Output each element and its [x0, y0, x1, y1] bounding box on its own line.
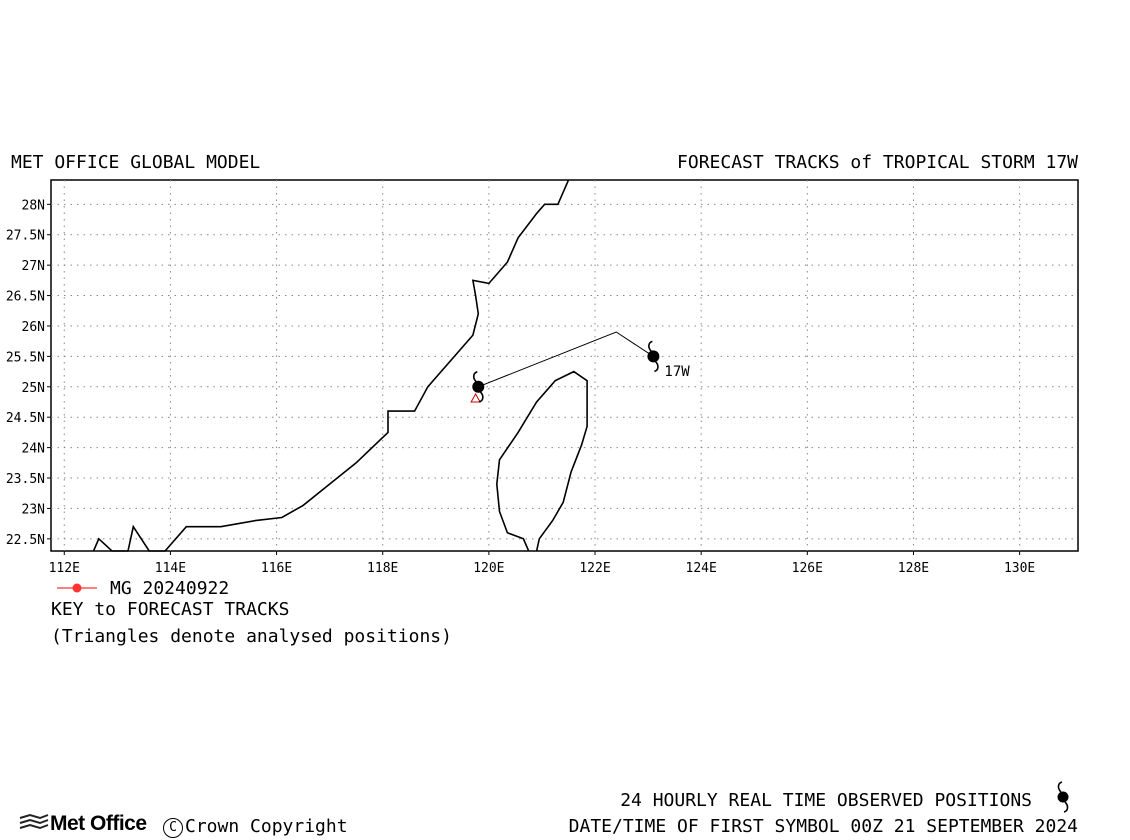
grid-lines [51, 180, 1078, 551]
x-tick-label: 126E [792, 561, 823, 576]
y-tick-label: 27N [22, 259, 45, 274]
copyright: C Crown Copyright [163, 817, 348, 838]
x-tick-label: 120E [473, 561, 504, 576]
y-tick-label: 24.5N [6, 411, 45, 426]
observed-positions-label: 24 HOURLY REAL TIME OBSERVED POSITIONS [620, 790, 1032, 811]
map-frame [50, 179, 1079, 552]
y-tick-label: 28N [22, 198, 45, 213]
met-office-logo: Met Office [18, 812, 147, 836]
y-tick-label: 25N [22, 381, 45, 396]
coastlines [92, 179, 588, 552]
y-tick-label: 26.5N [6, 290, 45, 305]
y-tick-label: 22.5N [6, 533, 45, 548]
y-tick-label: 23.5N [6, 472, 45, 487]
y-tick-label: 24N [22, 442, 45, 457]
model-title: MET OFFICE GLOBAL MODEL [11, 152, 261, 173]
x-tick-label: 130E [1004, 561, 1035, 576]
y-tick-label: 26N [22, 320, 45, 335]
copyright-icon: C [163, 818, 183, 838]
x-tick-label: 116E [261, 561, 292, 576]
mainland-coastline [92, 179, 570, 552]
storm-symbol-icon [472, 371, 485, 403]
chart-title: FORECAST TRACKS of TROPICAL STORM 17W [677, 152, 1078, 173]
analysed-position-triangle [470, 392, 481, 403]
first-symbol-datetime: DATE/TIME OF FIRST SYMBOL 00Z 21 SEPTEMB… [568, 816, 1078, 837]
copyright-text: Crown Copyright [185, 816, 348, 837]
x-axis-ticks: 112E 114E 116E 118E 120E 122E 124E 126E 128E 130E [49, 551, 1035, 576]
forecast-track-line [478, 331, 654, 388]
storm-symbol-icon [647, 340, 660, 373]
key-note: (Triangles denote analysed positions) [51, 626, 452, 647]
forecast-track [470, 331, 660, 403]
y-axis-ticks: 22.5N 23N 23.5N 24N 24.5N 25N 25.5N 26N 26.5N 27N… [6, 198, 51, 548]
x-tick-label: 124E [686, 561, 717, 576]
y-tick-label: 25.5N [6, 350, 45, 365]
met-office-waves-icon [19, 813, 49, 830]
x-tick-label: 122E [579, 561, 610, 576]
x-tick-label: 128E [898, 561, 929, 576]
taiwan-coastline [495, 370, 588, 552]
storm-label: 17W [664, 364, 690, 381]
key-title: KEY to FORECAST TRACKS [51, 599, 290, 620]
x-tick-label: 118E [367, 561, 398, 576]
x-tick-label: 114E [155, 561, 186, 576]
key-run-label: MG 20240922 [110, 578, 230, 599]
met-office-logo-text: Met Office [50, 812, 147, 835]
y-tick-label: 23N [22, 502, 45, 517]
x-tick-label: 112E [49, 561, 80, 576]
y-tick-label: 27.5N [6, 229, 45, 244]
